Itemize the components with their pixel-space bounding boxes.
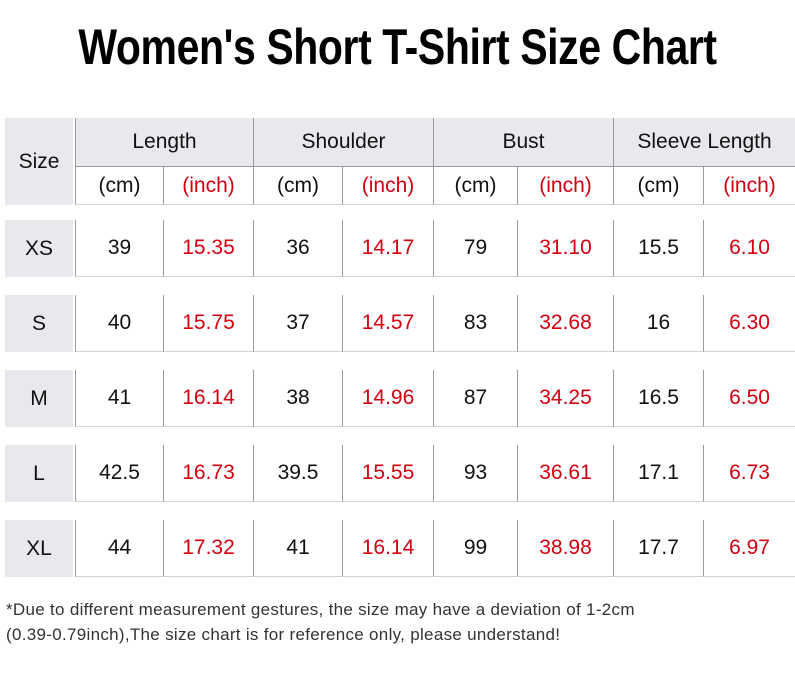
- value-cell: 79: [433, 220, 517, 277]
- size-cell: XL: [5, 520, 73, 577]
- value-cell: 41: [75, 370, 163, 427]
- value-cell: 17.1: [613, 445, 703, 502]
- value-cell: 93: [433, 445, 517, 502]
- value-cell: 6.10: [703, 220, 795, 277]
- unit-header: (cm): [433, 167, 517, 205]
- size-cell: L: [5, 445, 73, 502]
- value-cell: 6.73: [703, 445, 795, 502]
- value-cell: 6.50: [703, 370, 795, 427]
- value-cell: 17.7: [613, 520, 703, 577]
- value-cell: 14.96: [342, 370, 433, 427]
- unit-header: (inch): [517, 167, 613, 205]
- value-cell: 36.61: [517, 445, 613, 502]
- value-cell: 6.97: [703, 520, 795, 577]
- unit-header: (inch): [703, 167, 795, 205]
- value-cell: 15.75: [163, 295, 253, 352]
- value-cell: 16: [613, 295, 703, 352]
- unit-header: (cm): [613, 167, 703, 205]
- value-cell: 83: [433, 295, 517, 352]
- value-cell: 32.68: [517, 295, 613, 352]
- value-cell: 16.5: [613, 370, 703, 427]
- group-header: Bust: [433, 118, 613, 167]
- value-cell: 15.35: [163, 220, 253, 277]
- value-cell: 16.14: [342, 520, 433, 577]
- value-cell: 40: [75, 295, 163, 352]
- value-cell: 14.17: [342, 220, 433, 277]
- size-cell: S: [5, 295, 73, 352]
- value-cell: 99: [433, 520, 517, 577]
- value-cell: 87: [433, 370, 517, 427]
- value-cell: 34.25: [517, 370, 613, 427]
- group-header: Shoulder: [253, 118, 433, 167]
- value-cell: 38: [253, 370, 342, 427]
- value-cell: 16.14: [163, 370, 253, 427]
- value-cell: 14.57: [342, 295, 433, 352]
- footnote-line: (0.39-0.79inch),The size chart is for re…: [6, 625, 561, 644]
- value-cell: 39: [75, 220, 163, 277]
- value-cell: 6.30: [703, 295, 795, 352]
- value-cell: 37: [253, 295, 342, 352]
- unit-header: (inch): [342, 167, 433, 205]
- value-cell: 15.5: [613, 220, 703, 277]
- value-cell: 15.55: [342, 445, 433, 502]
- unit-header: (inch): [163, 167, 253, 205]
- group-header: Sleeve Length: [613, 118, 795, 167]
- group-header: Length: [75, 118, 253, 167]
- value-cell: 39.5: [253, 445, 342, 502]
- value-cell: 44: [75, 520, 163, 577]
- value-cell: 41: [253, 520, 342, 577]
- value-cell: 36: [253, 220, 342, 277]
- title: Women's Short T-Shirt Size Chart: [78, 19, 717, 75]
- size-cell: XS: [5, 220, 73, 277]
- size-cell: M: [5, 370, 73, 427]
- unit-header: (cm): [75, 167, 163, 205]
- size-header: Size: [5, 118, 73, 205]
- value-cell: 42.5: [75, 445, 163, 502]
- value-cell: 17.32: [163, 520, 253, 577]
- value-cell: 31.10: [517, 220, 613, 277]
- value-cell: 16.73: [163, 445, 253, 502]
- value-cell: 38.98: [517, 520, 613, 577]
- footnote-line: *Due to different measurement gestures, …: [6, 600, 635, 619]
- unit-header: (cm): [253, 167, 342, 205]
